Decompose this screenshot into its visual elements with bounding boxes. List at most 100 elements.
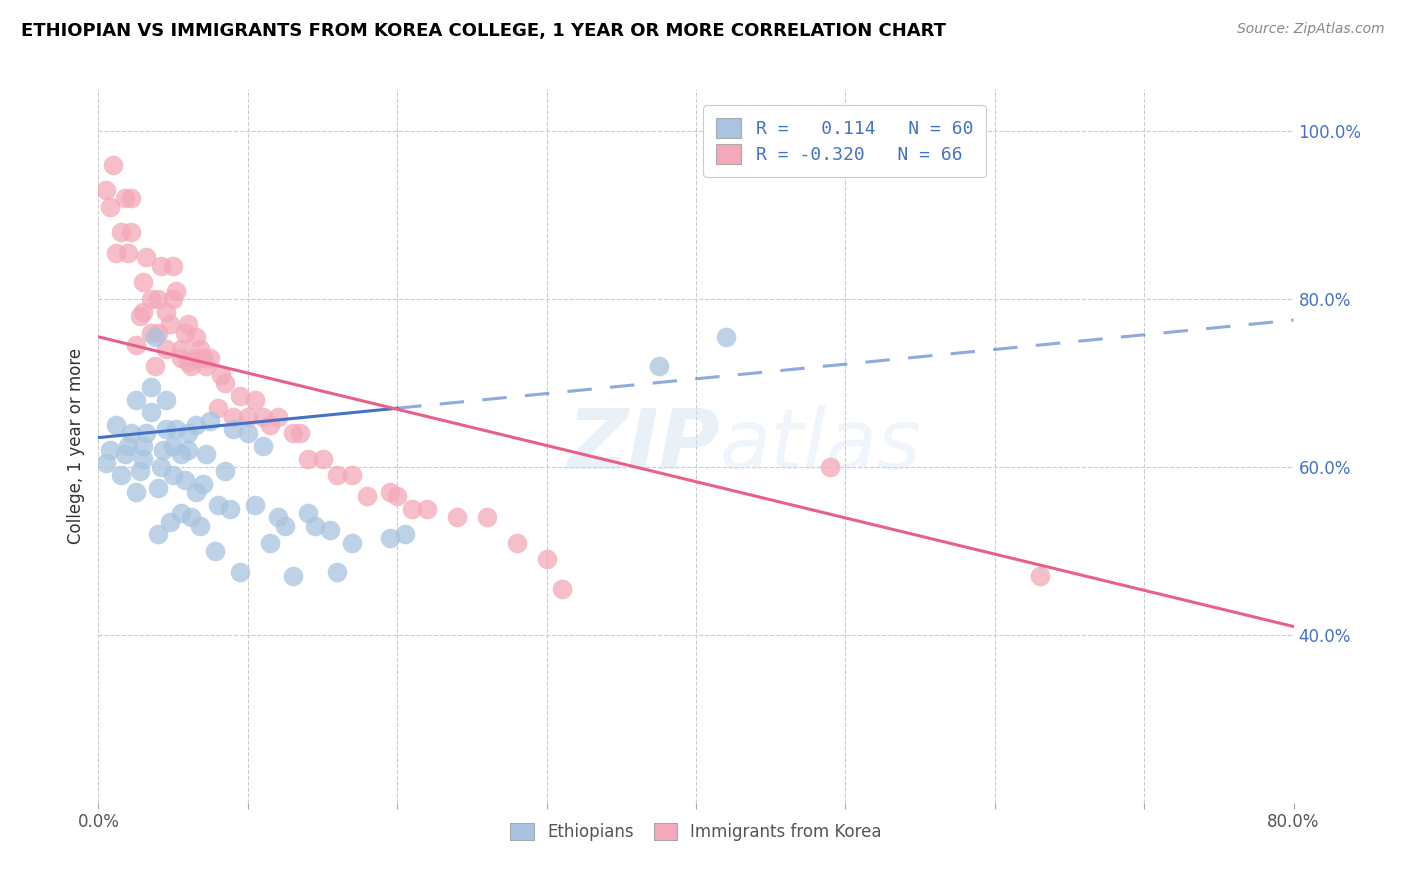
Point: [252, 409, 274, 424]
Point: [180, 359, 202, 374]
Point: [319, 523, 342, 537]
Point: [281, 569, 304, 583]
Text: ETHIOPIAN VS IMMIGRANTS FROM KOREA COLLEGE, 1 YEAR OR MORE CORRELATION CHART: ETHIOPIAN VS IMMIGRANTS FROM KOREA COLLE…: [21, 22, 946, 40]
Point: [148, 527, 170, 541]
Point: [114, 191, 136, 205]
Point: [236, 409, 259, 424]
Point: [245, 498, 267, 512]
Point: [188, 343, 211, 357]
Point: [165, 422, 187, 436]
Point: [342, 535, 364, 549]
Point: [148, 292, 170, 306]
Point: [152, 443, 174, 458]
Point: [139, 292, 162, 306]
Point: [222, 409, 245, 424]
Point: [150, 460, 173, 475]
Text: ZIP: ZIP: [567, 406, 720, 486]
Point: [184, 330, 207, 344]
Point: [110, 468, 132, 483]
Point: [394, 527, 416, 541]
Point: [200, 351, 222, 365]
Point: [311, 451, 333, 466]
Point: [214, 376, 236, 390]
Point: [177, 426, 200, 441]
Point: [117, 246, 139, 260]
Point: [326, 468, 349, 483]
Point: [125, 392, 148, 407]
Point: [132, 451, 155, 466]
Point: [200, 414, 222, 428]
Point: [159, 515, 181, 529]
Point: [475, 510, 498, 524]
Text: Source: ZipAtlas.com: Source: ZipAtlas.com: [1237, 22, 1385, 37]
Point: [274, 518, 297, 533]
Point: [114, 447, 136, 461]
Y-axis label: College, 1 year or more: College, 1 year or more: [66, 348, 84, 544]
Point: [139, 380, 162, 394]
Point: [222, 422, 245, 436]
Point: [204, 544, 226, 558]
Legend: Ethiopians, Immigrants from Korea: Ethiopians, Immigrants from Korea: [503, 816, 889, 848]
Point: [169, 506, 191, 520]
Point: [281, 426, 304, 441]
Point: [184, 485, 207, 500]
Point: [155, 422, 177, 436]
Point: [259, 417, 281, 432]
Point: [98, 200, 122, 214]
Point: [714, 330, 737, 344]
Point: [143, 359, 166, 374]
Point: [184, 417, 207, 432]
Point: [191, 351, 214, 365]
Point: [288, 426, 311, 441]
Point: [174, 473, 197, 487]
Point: [132, 275, 155, 289]
Point: [180, 510, 202, 524]
Point: [326, 565, 349, 579]
Point: [148, 481, 170, 495]
Point: [416, 502, 439, 516]
Point: [184, 351, 207, 365]
Point: [155, 392, 177, 407]
Point: [209, 368, 232, 382]
Point: [94, 183, 117, 197]
Point: [159, 318, 181, 332]
Point: [252, 439, 274, 453]
Point: [446, 510, 468, 524]
Point: [169, 447, 191, 461]
Point: [229, 565, 252, 579]
Point: [155, 343, 177, 357]
Point: [105, 246, 128, 260]
Point: [143, 330, 166, 344]
Point: [150, 259, 173, 273]
Point: [297, 451, 319, 466]
Point: [132, 304, 155, 318]
Point: [195, 447, 218, 461]
Point: [536, 552, 558, 566]
Point: [259, 535, 281, 549]
Point: [120, 426, 142, 441]
Point: [105, 417, 128, 432]
Point: [820, 460, 842, 475]
Point: [120, 191, 142, 205]
Point: [506, 535, 529, 549]
Point: [148, 326, 170, 340]
Point: [229, 389, 252, 403]
Point: [129, 309, 152, 323]
Point: [214, 464, 236, 478]
Point: [169, 343, 191, 357]
Point: [94, 456, 117, 470]
Point: [342, 468, 364, 483]
Point: [267, 409, 290, 424]
Point: [304, 518, 326, 533]
Point: [169, 351, 191, 365]
Point: [125, 338, 148, 352]
Point: [385, 489, 409, 503]
Point: [129, 464, 152, 478]
Point: [125, 485, 148, 500]
Point: [219, 502, 242, 516]
Text: atlas: atlas: [720, 406, 921, 486]
Point: [177, 443, 200, 458]
Point: [195, 359, 218, 374]
Point: [139, 326, 162, 340]
Point: [378, 532, 401, 546]
